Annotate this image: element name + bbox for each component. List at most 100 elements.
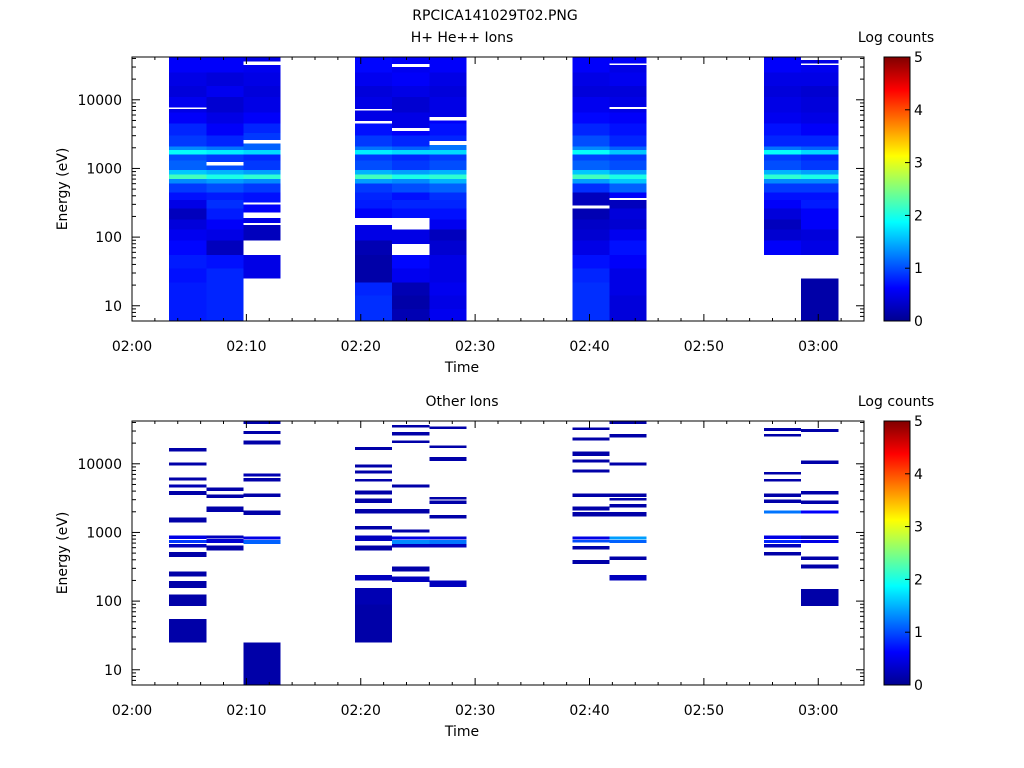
heatmap-cell	[392, 135, 430, 147]
heatmap-cell	[801, 65, 839, 73]
heatmap-cells	[169, 57, 839, 321]
heatmap-cell	[169, 543, 207, 548]
heatmap-cell	[169, 219, 207, 230]
colorbar-tick-label: 4	[914, 467, 923, 483]
heatmap-cell	[429, 536, 467, 540]
heatmap-cell	[355, 447, 393, 450]
heatmap-cell	[243, 123, 281, 133]
x-tick-label: 03:00	[798, 339, 838, 355]
heatmap-cell	[169, 539, 207, 544]
colorbar	[883, 56, 911, 322]
colorbar-tick-label: 2	[914, 572, 923, 588]
heatmap-cell	[801, 154, 839, 161]
heatmap-cell	[355, 135, 393, 147]
heatmap-cell	[169, 96, 207, 108]
heatmap-cell	[355, 464, 393, 468]
heatmap-cells	[169, 421, 839, 685]
heatmap-cell	[429, 150, 467, 155]
heatmap-cell	[355, 183, 393, 193]
heatmap-cell	[801, 96, 839, 113]
heatmap-cell	[429, 208, 467, 220]
heatmap-cell	[572, 123, 610, 136]
heatmap-cell	[169, 85, 207, 97]
heatmap-cell	[609, 123, 647, 136]
x-axis-label: Time	[444, 724, 479, 740]
heatmap-cell	[572, 511, 610, 517]
heatmap-cell	[355, 588, 393, 605]
heatmap-cell	[169, 169, 207, 175]
heatmap-cell	[392, 282, 430, 296]
heatmap-cell	[206, 72, 244, 86]
heatmap-cell	[429, 543, 467, 548]
heatmap-cell	[763, 208, 802, 220]
heatmap-cell	[429, 144, 467, 151]
heatmap-cell	[355, 123, 393, 136]
heatmap-cell	[355, 57, 393, 73]
heatmap-cell	[801, 278, 839, 296]
heatmap-cell	[429, 160, 467, 170]
colorbar-label: Log counts	[858, 30, 934, 46]
heatmap-cell	[243, 510, 281, 515]
heatmap-cell	[609, 135, 647, 147]
heatmap-cell	[572, 135, 610, 147]
heatmap-cell	[572, 174, 610, 180]
heatmap-cell	[355, 85, 393, 97]
heatmap-cell	[801, 59, 839, 64]
heatmap-cell	[169, 192, 207, 200]
heatmap-cell	[169, 571, 207, 577]
heatmap-cell	[169, 447, 207, 452]
heatmap-cell	[392, 484, 430, 488]
heatmap-cell	[206, 169, 244, 175]
heatmap-cell	[169, 150, 207, 155]
heatmap-cell	[609, 160, 647, 170]
heatmap-cell	[609, 229, 647, 241]
heatmap-cell	[572, 72, 610, 86]
x-tick-label: 02:20	[341, 703, 381, 719]
heatmap-cell	[763, 479, 802, 482]
heatmap-cell	[355, 146, 393, 151]
heatmap-cell	[763, 493, 802, 497]
heatmap-cell	[169, 174, 207, 180]
heatmap-cell	[572, 506, 610, 511]
heatmap-cell	[801, 229, 839, 241]
heatmap-cell	[609, 72, 647, 86]
heatmap-cell	[763, 543, 802, 548]
heatmap-cell	[609, 254, 647, 269]
heatmap-cell	[429, 514, 467, 519]
heatmap-cell	[355, 308, 393, 321]
heatmap-cell	[801, 539, 839, 544]
heatmap-cell	[392, 424, 430, 428]
heatmap-cell	[572, 229, 610, 241]
colorbar-tick-label: 3	[914, 156, 923, 172]
heatmap-cell	[572, 112, 610, 124]
y-tick-label: 1000	[86, 161, 122, 177]
heatmap-cell	[572, 154, 610, 161]
heatmap-cell	[801, 192, 839, 200]
heatmap-cell	[609, 240, 647, 255]
heatmap-cell	[243, 179, 281, 184]
heatmap-cell	[609, 575, 647, 581]
heatmap-cell	[355, 154, 393, 161]
heatmap-cell	[243, 440, 281, 445]
x-tick-label: 02:10	[226, 703, 266, 719]
heatmap-cell	[206, 183, 244, 193]
heatmap-cell	[392, 96, 430, 113]
heatmap-cell	[169, 108, 207, 113]
colorbar-tick-label: 2	[914, 208, 923, 224]
heatmap-cell	[801, 150, 839, 155]
heatmap-cell	[392, 229, 430, 244]
heatmap-cell	[243, 192, 281, 203]
heatmap-cell	[801, 174, 839, 180]
x-tick-label: 02:30	[455, 703, 495, 719]
figure-title: RPCICA141029T02.PNG	[412, 8, 577, 24]
heatmap-cell	[392, 192, 430, 200]
heatmap-cell	[763, 192, 802, 200]
heatmap-cell	[609, 174, 647, 180]
heatmap-cell	[429, 183, 467, 193]
heatmap-cell	[763, 96, 802, 113]
heatmap-cell	[429, 154, 467, 161]
heatmap-cell	[206, 199, 244, 209]
heatmap-cell	[355, 295, 393, 309]
heatmap-cell	[243, 421, 281, 424]
